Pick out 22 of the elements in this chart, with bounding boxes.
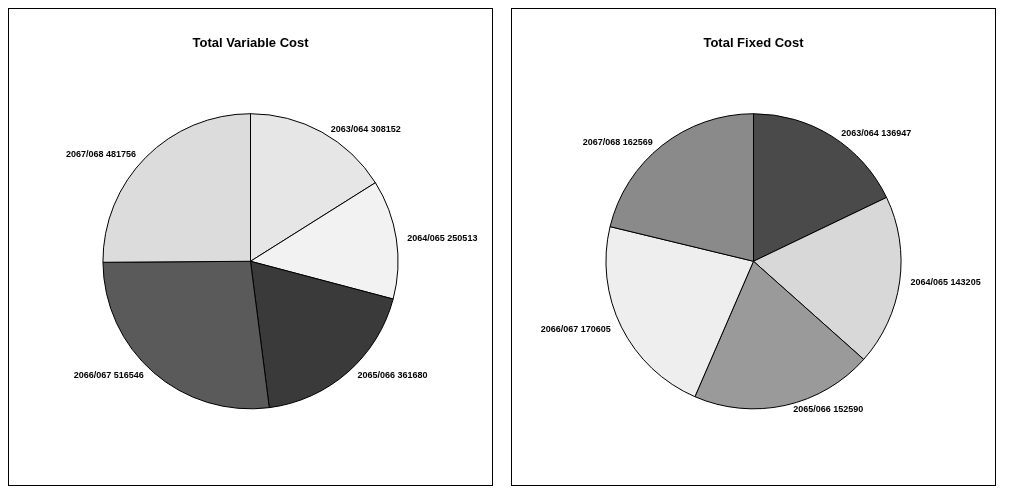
slice-label: 2063/064 bbox=[330, 123, 369, 134]
slice-label: 2063/064 bbox=[841, 128, 879, 139]
slice-label: 2066/067 bbox=[540, 323, 579, 334]
slice-label: 2064/065 bbox=[407, 233, 445, 244]
data-label: 481756 bbox=[105, 149, 136, 160]
data-label: 143205 bbox=[950, 277, 981, 288]
slice-label: 2065/066 bbox=[793, 404, 831, 415]
slice-label: 2067/068 bbox=[582, 137, 621, 148]
data-label: 162569 bbox=[622, 137, 653, 148]
data-label: 361680 bbox=[397, 370, 428, 381]
data-label: 250513 bbox=[447, 233, 478, 244]
data-label: 516546 bbox=[113, 370, 144, 381]
data-label: 152590 bbox=[833, 404, 864, 415]
slice-label: 2065/066 bbox=[357, 370, 395, 381]
slice-label: 2067/068 bbox=[65, 149, 104, 160]
chart-title: Total Variable Cost bbox=[192, 35, 310, 50]
data-label: 308152 bbox=[370, 123, 401, 134]
data-label: 170605 bbox=[580, 323, 611, 334]
slice-label: 2066/067 bbox=[73, 370, 112, 381]
slice-label: 2064/065 bbox=[910, 277, 949, 288]
chart-title: Total Fixed Cost bbox=[703, 35, 805, 50]
data-label: 136947 bbox=[881, 128, 912, 139]
